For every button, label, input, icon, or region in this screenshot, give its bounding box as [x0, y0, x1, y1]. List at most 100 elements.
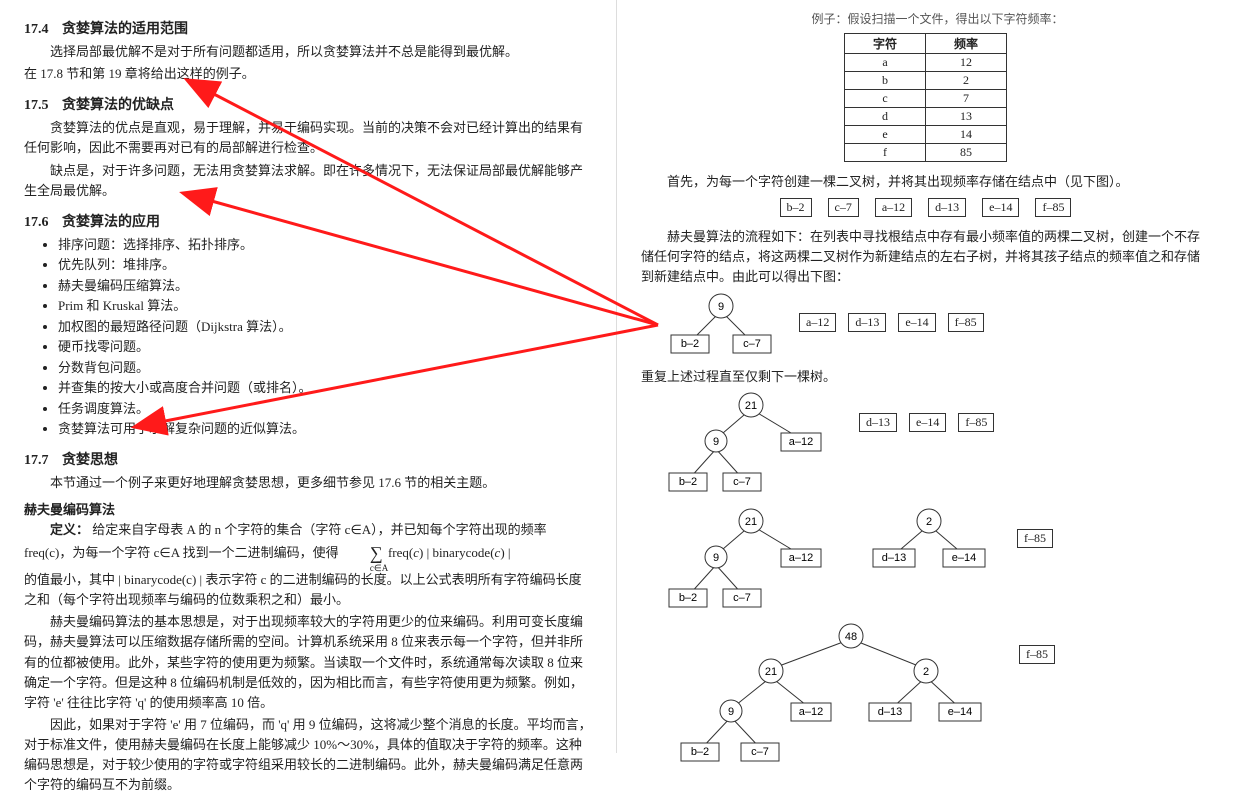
table-cell: 14	[926, 125, 1007, 143]
tree-svg-4: 48 21 2 9 a–12 d–13 e–14 b–2 c–7	[661, 623, 1001, 773]
para-repeat: 重复上述过程直至仅剩下一棵树。	[641, 367, 1210, 387]
bullet-item: 排序问题：选择排序、拓扑排序。	[58, 235, 592, 255]
bullet-item: 贪婪算法可用于求解复杂问题的近似算法。	[58, 419, 592, 439]
para-177-intro: 本节通过一个例子来更好地理解贪婪思想，更多细节参见 17.6 节的相关主题。	[24, 473, 592, 493]
tree-svg-3a: 21 9 a–12 b–2 c–7	[661, 507, 841, 617]
bullet-item: 加权图的最短路径问题（Dijkstra 算法）。	[58, 317, 592, 337]
tree-leaf-node: e–14	[909, 413, 946, 432]
table-header-freq: 频率	[926, 33, 1007, 53]
tree-leaf-node: b–2	[780, 198, 812, 217]
section-number: 17.5	[24, 98, 49, 113]
tree-leaf-node: f–85	[1035, 198, 1071, 217]
section-17-5-heading: 17.5 贪婪算法的优缺点	[24, 94, 592, 114]
left-column: 17.4 贪婪算法的适用范围 选择局部最优解不是对于所有问题都适用，所以贪婪算法…	[0, 0, 617, 753]
tree-leaf-node: d–13	[928, 198, 966, 217]
sigma-symbol: ∑	[370, 543, 383, 563]
sigma-sub: c∈A	[344, 562, 388, 576]
svg-text:e–14: e–14	[948, 706, 972, 718]
initial-nodes-row: b–2c–7a–12d–13e–14f–85	[641, 198, 1210, 217]
table-cell: c	[844, 89, 925, 107]
table-cell: 7	[926, 89, 1007, 107]
tree-leaf-node: e–14	[982, 198, 1019, 217]
table-row: c7	[844, 89, 1006, 107]
svg-text:a–12: a–12	[789, 436, 813, 448]
table-row: d13	[844, 107, 1006, 125]
table-row: a12	[844, 53, 1006, 71]
tree-leaf-node: a–12	[875, 198, 912, 217]
loose-nodes-2: d–13e–14f–85	[859, 391, 994, 432]
frequency-table: 字符 频率 a12b2c7d13e14f85	[844, 33, 1007, 162]
bullet-item: Prim 和 Kruskal 算法。	[58, 296, 592, 316]
svg-text:d–13: d–13	[882, 552, 906, 564]
svg-text:c–7: c–7	[733, 592, 751, 604]
loose-nodes-4: f–85	[1019, 623, 1055, 664]
top-fragment: 例子：假设扫描一个文件，得出以下字符频率：	[641, 10, 1210, 29]
para-idea: 赫夫曼编码算法的基本思想是，对于出现频率较大的字符用更少的位来编码。利用可变长度…	[24, 612, 592, 713]
para-so: 因此，如果对于字符 'e' 用 7 位编码，而 'q' 用 9 位编码，这将减少…	[24, 715, 592, 796]
section-title: 贪婪算法的优缺点	[62, 98, 174, 113]
bullet-item: 分数背包问题。	[58, 358, 592, 378]
tree-leaf-node: a–12	[799, 313, 836, 332]
table-row: f85	[844, 143, 1006, 161]
section-17-6-heading: 17.6 贪婪算法的应用	[24, 211, 592, 231]
tree-svg-1: 9 b–2 c–7	[661, 291, 781, 361]
tree-step-1: 9 b–2 c–7 a–12 d–13 e–14 f–85	[661, 291, 1210, 361]
tree-svg-2: 21 9 a–12 b–2 c–7	[661, 391, 841, 501]
section-title: 贪婪算法的应用	[62, 215, 160, 230]
tree-leaf-node: d–13	[859, 413, 897, 432]
section-17-4-heading: 17.4 贪婪算法的适用范围	[24, 18, 592, 38]
table-cell: f	[844, 143, 925, 161]
svg-text:c–7: c–7	[751, 746, 769, 758]
para-175-a: 贪婪算法的优点是直观，易于理解，并易于编码实现。当前的决策不会对已经计算出的结果…	[24, 118, 592, 158]
svg-text:21: 21	[745, 400, 757, 412]
table-cell: e	[844, 125, 925, 143]
page-spread: 17.4 贪婪算法的适用范围 选择局部最优解不是对于所有问题都适用，所以贪婪算法…	[0, 0, 1234, 753]
svg-text:9: 9	[713, 436, 719, 448]
para-definition: 定义： 给定来自字母表 A 的 n 个字符的集合（字符 c∈A），并已知每个字符…	[24, 520, 592, 568]
table-cell: 85	[926, 143, 1007, 161]
para-flow: 赫夫曼算法的流程如下：在列表中寻找根结点中存有最小频率值的两棵二叉树，创建一个不…	[641, 227, 1210, 287]
table-row: b2	[844, 71, 1006, 89]
svg-text:9: 9	[728, 706, 734, 718]
bullet-list-176: 排序问题：选择排序、拓扑排序。优先队列：堆排序。赫夫曼编码压缩算法。Prim 和…	[58, 235, 592, 439]
svg-text:b–2: b–2	[691, 746, 709, 758]
para-definition-2: 的值最小，其中 | binarycode(c) | 表示字符 c 的二进制编码的…	[24, 570, 592, 610]
formula-body: freq(c) | binarycode(c) |	[388, 545, 511, 560]
tree-step-2: 21 9 a–12 b–2 c–7 d–13e–14f–85	[661, 391, 1210, 501]
svg-text:a–12: a–12	[799, 706, 823, 718]
section-number: 17.4	[24, 22, 49, 37]
table-header-char: 字符	[844, 33, 925, 53]
para-175-b: 缺点是，对于许多问题，无法用贪婪算法求解。即在许多情况下，无法保证局部最优解能够…	[24, 161, 592, 201]
node-label: 9	[718, 301, 724, 313]
section-number: 17.6	[24, 215, 49, 230]
svg-text:b–2: b–2	[679, 592, 697, 604]
svg-text:21: 21	[765, 666, 777, 678]
tree-leaf-node: e–14	[898, 313, 935, 332]
table-cell: a	[844, 53, 925, 71]
svg-text:a–12: a–12	[789, 552, 813, 564]
bullet-item: 并查集的按大小或高度合并问题（或排名）。	[58, 378, 592, 398]
section-number: 17.7	[24, 453, 49, 468]
table-cell: b	[844, 71, 925, 89]
para-174-b: 在 17.8 节和第 19 章将给出这样的例子。	[24, 64, 592, 84]
formula-sum: ∑ c∈A freq(c) | binarycode(c) |	[342, 545, 511, 560]
tree-svg-3b: 2 d–13 e–14	[859, 507, 999, 577]
section-17-7-heading: 17.7 贪婪思想	[24, 449, 592, 469]
loose-nodes-3: f–85	[1017, 507, 1053, 548]
huffman-subtitle: 赫夫曼编码算法	[24, 499, 592, 518]
svg-text:48: 48	[845, 631, 857, 643]
table-cell: 13	[926, 107, 1007, 125]
loose-nodes-1: a–12 d–13 e–14 f–85	[799, 291, 984, 332]
svg-text:21: 21	[745, 516, 757, 528]
bullet-item: 赫夫曼编码压缩算法。	[58, 276, 592, 296]
section-title: 贪婪算法的适用范围	[62, 22, 188, 37]
tree-leaf-node: f–85	[948, 313, 984, 332]
svg-text:9: 9	[713, 552, 719, 564]
para-first: 首先，为每一个字符创建一棵二叉树，并将其出现频率存储在结点中（见下图）。	[641, 172, 1210, 192]
node-label: b–2	[681, 338, 699, 350]
bullet-item: 硬币找零问题。	[58, 337, 592, 357]
bullet-item: 优先队列：堆排序。	[58, 255, 592, 275]
svg-text:c–7: c–7	[733, 476, 751, 488]
tree-leaf-node: d–13	[848, 313, 886, 332]
svg-text:d–13: d–13	[878, 706, 902, 718]
